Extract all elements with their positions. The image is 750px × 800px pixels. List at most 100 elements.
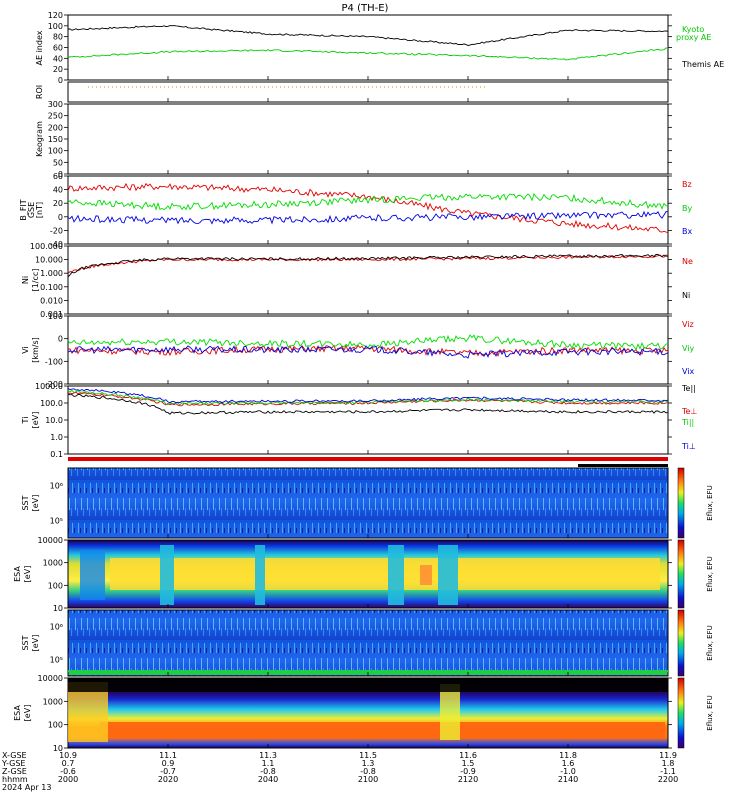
svg-text:Eflux, EFU: Eflux, EFU xyxy=(706,485,714,520)
footer-z-gse: -0.7 xyxy=(160,767,176,776)
ytick-label: 0.100 xyxy=(40,283,63,292)
legend-tipar: Ti|| xyxy=(681,418,694,427)
ytick-label: 0.010 xyxy=(40,296,63,305)
footer-y-gse: 1.1 xyxy=(262,759,275,768)
svg-text:Eflux, EFU: Eflux, EFU xyxy=(706,695,714,730)
ytick-label: 0 xyxy=(58,213,63,222)
footer-x-gse: 11.8 xyxy=(559,751,577,760)
ytick-label: 150 xyxy=(48,135,63,144)
ytick-label: 0.001 xyxy=(40,310,63,319)
legend-tiperp: Ti⊥ xyxy=(681,442,696,451)
footer-y-gse: 1.8 xyxy=(662,759,675,768)
ytick-label: 1.0 xyxy=(50,433,63,442)
footer-hhmm: 2020 xyxy=(158,775,178,784)
footer-hhmm: 2100 xyxy=(358,775,378,784)
footer-z-gse: -1.1 xyxy=(660,767,676,776)
footer-y-gse: 0.9 xyxy=(162,759,175,768)
series-Te|| xyxy=(67,393,669,415)
series-Ti⊥ xyxy=(67,387,669,404)
series-Kyoto proxy AE xyxy=(67,47,668,61)
ytick-label: 10⁶ xyxy=(50,623,63,632)
footer-row-label: 2024 Apr 13 xyxy=(2,783,51,792)
footer-hhmm: 2000 xyxy=(58,775,78,784)
footer-y-gse: 0.7 xyxy=(62,759,75,768)
footer-x-gse: 11.5 xyxy=(359,751,377,760)
series-Bz xyxy=(67,182,669,234)
footer-hhmm: 2140 xyxy=(558,775,578,784)
legend-themis-ae: Themis AE xyxy=(681,60,724,69)
legend-tepar: Te|| xyxy=(681,384,696,393)
series-Themis AE xyxy=(67,25,669,46)
ytick-label: 1000 xyxy=(43,559,63,568)
footer-ephemeris: 10.90.7-0.6200011.10.9-0.7202011.31.1-0.… xyxy=(1,751,678,792)
footer-hhmm: 2040 xyxy=(258,775,278,784)
flag-bar-black xyxy=(578,464,668,467)
footer-x-gse: 10.9 xyxy=(59,751,77,760)
ytick-label: -40 xyxy=(50,240,63,249)
ylabel-density-1: Ni xyxy=(21,276,30,284)
ylabel-esa-e-2: [eV] xyxy=(23,566,32,583)
footer-z-gse: -0.8 xyxy=(360,767,376,776)
ytick-label: 250 xyxy=(48,112,63,121)
ylabel-roi: ROI xyxy=(35,85,44,99)
footer-hhmm: 2120 xyxy=(458,775,478,784)
svg-text:Eflux, EFU: Eflux, EFU xyxy=(706,625,714,660)
spec-sst-i xyxy=(67,609,669,677)
legend-ni: Ni xyxy=(682,291,690,300)
ylabel-ae: AE index xyxy=(35,30,44,65)
esa-i-structure xyxy=(68,680,668,742)
ytick-label: 0 xyxy=(58,76,63,85)
ytick-label: 20 xyxy=(53,65,63,74)
panel-ae-frame xyxy=(67,14,669,81)
ytick-label: 40 xyxy=(53,186,63,195)
ytick-label: 100 xyxy=(48,581,63,590)
ylabel-keogram: Keogram xyxy=(35,121,44,157)
series-Te⊥ xyxy=(67,391,669,407)
ylabel-esa-i-2: [eV] xyxy=(23,705,32,722)
legend-viz: Viz xyxy=(682,320,694,329)
ylabel-sst-i-2: [eV] xyxy=(31,635,40,652)
legend-bz: Bz xyxy=(682,180,692,189)
ytick-label: 60 xyxy=(53,44,63,53)
footer-hhmm: 2200 xyxy=(658,775,678,784)
panel-temp-frame xyxy=(67,385,669,455)
ytick-label: 50 xyxy=(53,158,63,167)
ytick-label: 10000 xyxy=(38,536,63,545)
ylabel-esa-i-1: ESA xyxy=(13,705,22,721)
ytick-label: -200 xyxy=(45,380,63,389)
colorbar-labels: Eflux, EFU Eflux, EFU Eflux, EFU Eflux, … xyxy=(706,485,714,730)
footer-z-gse: -0.8 xyxy=(260,767,276,776)
series-Vix xyxy=(67,345,669,359)
legend-bx: Bx xyxy=(682,227,692,236)
ytick-label: 10.000 xyxy=(35,256,63,265)
ytick-label: 40 xyxy=(53,54,63,63)
footer-x-gse: 11.1 xyxy=(159,751,177,760)
ylabel-velocity-2: [km/s] xyxy=(31,337,40,363)
flag-bar-red xyxy=(68,457,668,461)
ytick-label: 120 xyxy=(48,11,63,20)
ylabel-sst-e-2: [eV] xyxy=(31,495,40,512)
ylabel-bfield-2: GSE xyxy=(27,202,36,218)
ylabel-sst-i-1: SST xyxy=(21,635,30,650)
footer-row-label: Y-GSE xyxy=(1,759,25,768)
ylabel-temp-2: [eV] xyxy=(31,412,40,429)
legend-viy: Viy xyxy=(682,344,695,353)
ytick-label: 10.0 xyxy=(45,416,63,425)
y-labels: AE index ROI Keogram B_FIT GSE [nT] Ni [… xyxy=(13,30,44,721)
ytick-label: 200 xyxy=(48,123,63,132)
ylabel-bfield-1: B_FIT xyxy=(19,199,28,220)
legend-ne: Ne xyxy=(682,257,693,266)
legend-by: By xyxy=(682,204,692,213)
footer-row-label: Z-GSE xyxy=(2,767,27,776)
footer-y-gse: 1.5 xyxy=(462,759,475,768)
legend-kyoto: Kyoto xyxy=(682,25,704,34)
series-Viy xyxy=(67,334,669,351)
legend-vix: Vix xyxy=(682,367,695,376)
footer-y-gse: 1.6 xyxy=(562,759,575,768)
ytick-label: 100.000 xyxy=(30,242,63,251)
footer-x-gse: 11.6 xyxy=(459,751,477,760)
legend-teperp: Te⊥ xyxy=(681,407,697,416)
ylabel-temp-1: Ti xyxy=(21,417,30,425)
ytick-label: 0 xyxy=(58,170,63,179)
